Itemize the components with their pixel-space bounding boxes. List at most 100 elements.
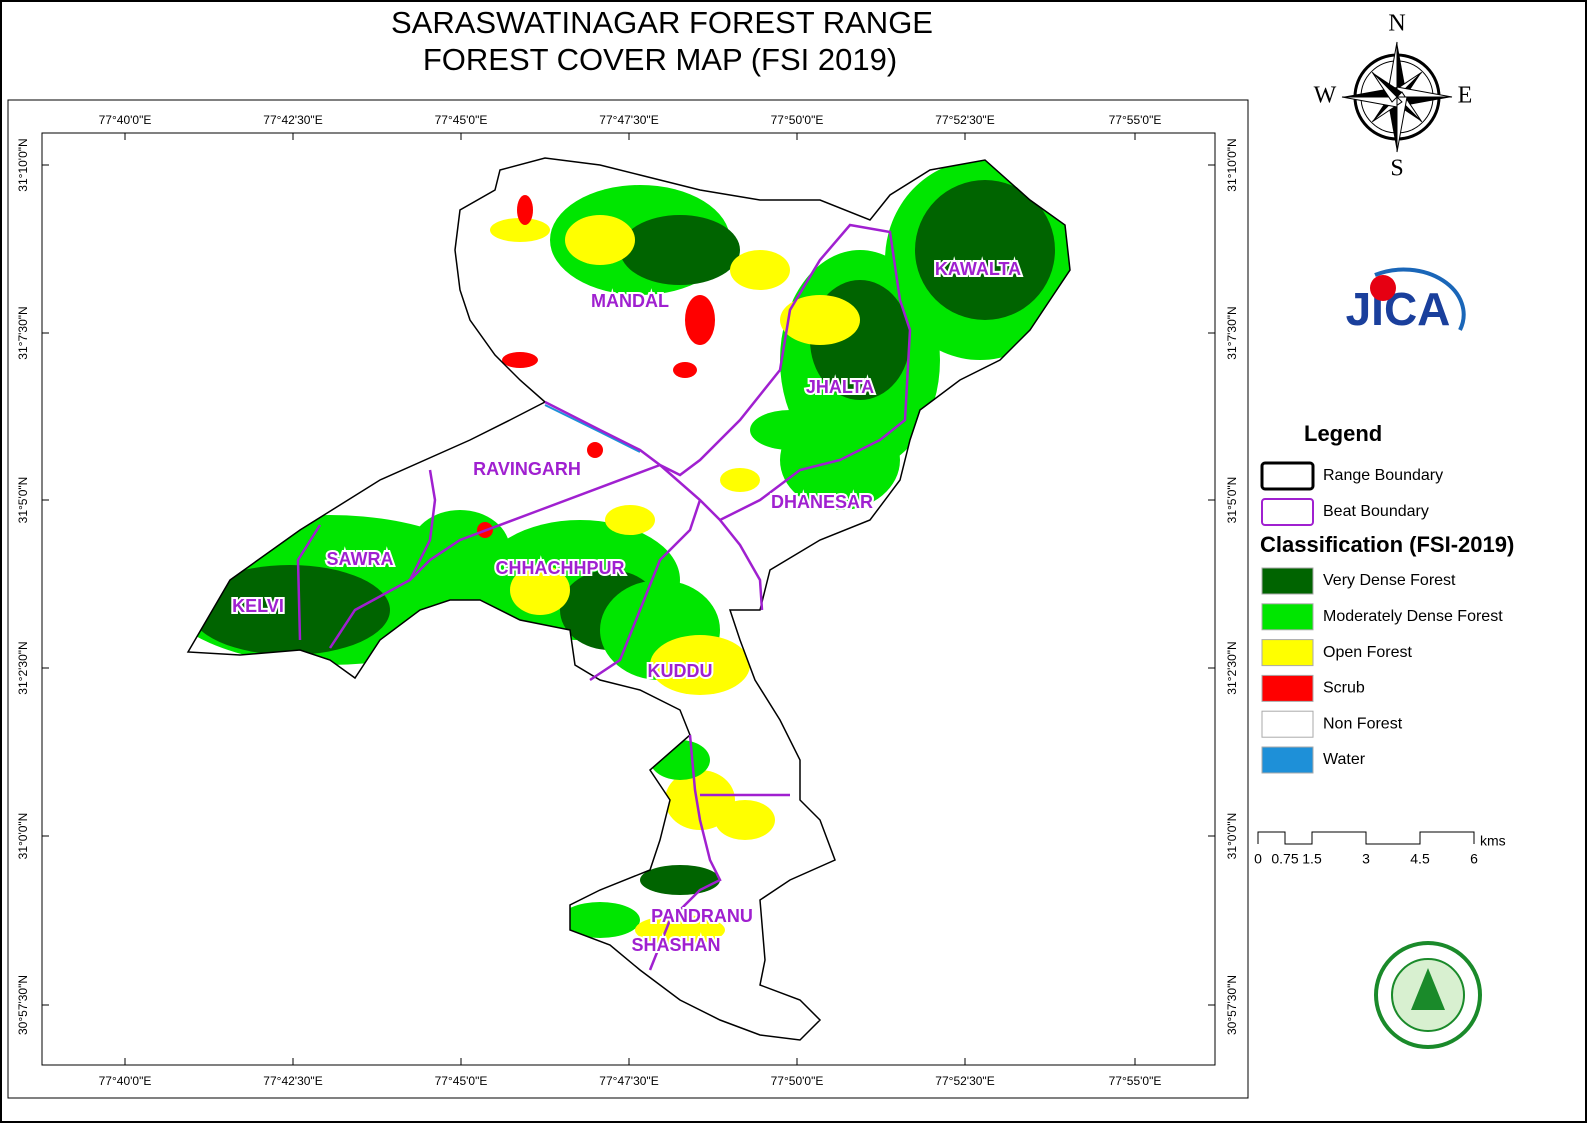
scale-label: 0.75 — [1271, 851, 1298, 867]
legend-label: Beat Boundary — [1323, 503, 1429, 520]
lat-label: 31°0'0"N — [16, 813, 30, 860]
emblem-tree — [1411, 968, 1445, 1010]
scale-unit: kms — [1480, 833, 1506, 849]
beat-boundary — [544, 223, 912, 522]
lon-label: 77°40'0"E — [99, 1074, 152, 1088]
lon-label: 77°55'0"E — [1109, 113, 1162, 127]
legend-label: Very Dense Forest — [1323, 572, 1456, 589]
jica-arc — [1374, 267, 1466, 331]
lon-label: 77°45'0"E — [435, 1074, 488, 1088]
jica-dot — [1370, 275, 1396, 301]
lat-label: 31°2'30"N — [16, 641, 30, 694]
beat-boundary — [296, 524, 322, 641]
legend-label: Water — [1323, 751, 1366, 768]
beat-label: MANDAL — [591, 291, 669, 311]
beat-boundary — [408, 469, 437, 581]
compass-letter: S — [1390, 156, 1403, 182]
cover-patch — [720, 468, 760, 492]
lon-label: 77°42'30"E — [263, 113, 322, 127]
cover-patch — [715, 800, 775, 840]
legend-swatch — [1261, 674, 1314, 702]
river — [544, 404, 641, 453]
legend-label: Scrub — [1323, 680, 1365, 697]
beat-label: CHHACHHPUR — [496, 558, 625, 578]
scale-segment — [1419, 831, 1475, 844]
scrub-patch — [587, 442, 603, 458]
lat-label: 31°5'0"N — [1225, 477, 1239, 524]
beat-label: KAWALTA — [935, 259, 1021, 279]
beat-label: RAVINGARH — [473, 459, 581, 479]
beat-boundary — [328, 463, 661, 649]
cover-patch — [750, 410, 830, 450]
legend-swatch — [1261, 603, 1314, 631]
legend-swatch — [1261, 567, 1314, 595]
jica-logo: JICA — [1346, 283, 1451, 335]
beat-boundary — [648, 734, 722, 971]
cover-patch — [780, 295, 860, 345]
cover-patch — [640, 865, 720, 895]
legend-swatch — [1261, 639, 1314, 667]
beat-boundary — [589, 499, 702, 682]
lon-label: 77°50'0"E — [771, 1074, 824, 1088]
cover-patch — [620, 215, 740, 285]
beat-label: KUDDU — [648, 661, 713, 681]
lat-label: 31°5'0"N — [16, 477, 30, 524]
scale-label: 6 — [1470, 851, 1478, 867]
legend-label: Non Forest — [1323, 715, 1403, 732]
scale-label: 0 — [1254, 851, 1262, 867]
lon-label: 77°52'30"E — [935, 1074, 994, 1088]
cover-patch — [730, 250, 790, 290]
legend-swatch — [1260, 461, 1315, 491]
beat-label: PANDRANU — [651, 906, 753, 926]
lon-label: 77°52'30"E — [935, 113, 994, 127]
classification-title: Classification (FSI-2019) — [1260, 532, 1514, 557]
scale-label: 3 — [1362, 851, 1370, 867]
cover-patch — [565, 215, 635, 265]
legend-label: Open Forest — [1323, 644, 1412, 661]
scale-label: 4.5 — [1410, 851, 1430, 867]
beat-label: SHASHAN — [631, 935, 720, 955]
cover-patch — [490, 218, 550, 242]
beat-label: DHANESAR — [771, 492, 873, 512]
compass-point — [1396, 96, 1408, 153]
forest-cover — [188, 160, 1070, 945]
lat-label: 30°57'30"N — [16, 975, 30, 1035]
compass-point — [1372, 72, 1402, 97]
beat-label: JHALTA — [806, 377, 874, 397]
lon-label: 77°40'0"E — [99, 113, 152, 127]
beat-boundary — [719, 519, 764, 611]
lon-label: 77°50'0"E — [771, 113, 824, 127]
cover-patch — [605, 505, 655, 535]
lat-label: 30°57'30"N — [1225, 975, 1239, 1035]
scrub-patch — [685, 295, 715, 345]
compass-letter: E — [1458, 83, 1473, 109]
cover-patch — [560, 902, 640, 938]
compass-point — [1341, 96, 1398, 108]
legend-swatch — [1261, 746, 1314, 774]
cover-patch — [510, 565, 570, 615]
lat-label: 31°7'30"N — [16, 306, 30, 359]
legend-label: Moderately Dense Forest — [1323, 608, 1503, 625]
compass-letter: N — [1388, 11, 1405, 37]
lat-label: 31°7'30"N — [1225, 306, 1239, 359]
cover-patch — [915, 180, 1055, 320]
cover-patch — [635, 915, 725, 945]
legend-label: Range Boundary — [1323, 467, 1443, 484]
lat-label: 31°2'30"N — [1225, 641, 1239, 694]
beat-label: KELVI — [232, 596, 284, 616]
lat-label: 31°10'0"N — [1225, 138, 1239, 191]
lon-label: 77°42'30"E — [263, 1074, 322, 1088]
lon-label: 77°45'0"E — [435, 113, 488, 127]
compass-letter: W — [1314, 83, 1337, 109]
legend-title: Legend — [1304, 421, 1382, 446]
scrub-patch — [673, 362, 697, 378]
legend-swatch — [1261, 710, 1314, 738]
map-frame — [7, 99, 1249, 1099]
lat-label: 31°0'0"N — [1225, 813, 1239, 860]
lat-label: 31°10'0"N — [16, 138, 30, 191]
scrub-patch — [517, 195, 533, 225]
beat-label: SAWRA — [327, 549, 394, 569]
cover-patch — [650, 635, 750, 695]
range-boundary — [186, 157, 1071, 1041]
